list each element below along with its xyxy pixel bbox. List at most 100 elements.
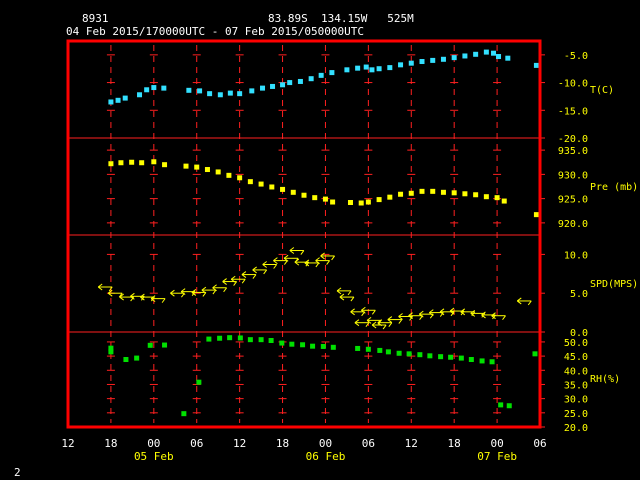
pressure-point: [301, 192, 307, 198]
rh-point: [237, 335, 243, 341]
temperature-point: [387, 65, 393, 71]
pressure-point: [312, 195, 318, 201]
panel-label: SPD(MPS): [590, 279, 638, 290]
rh-point: [330, 344, 336, 350]
x-tick-label: 18: [104, 437, 117, 450]
wind-barb-tail: [398, 319, 403, 324]
temperature-point: [115, 97, 121, 103]
wind-barb-tail: [365, 322, 370, 327]
pressure-point: [129, 159, 135, 165]
x-date-label: 07 Feb: [477, 450, 517, 463]
wind-barb-head: [408, 312, 413, 317]
wind-barb-head: [191, 289, 197, 293]
wind-barb-head: [212, 287, 217, 292]
temperature-point: [318, 72, 324, 78]
wind-barb-tail: [371, 309, 376, 315]
temperature-point: [408, 60, 414, 66]
rh-point: [162, 342, 168, 348]
wind-barb: [339, 293, 355, 302]
x-tick-label: 06: [362, 437, 375, 450]
temperature-point: [419, 59, 425, 65]
y-tick-label: 5.0: [570, 289, 588, 300]
wind-barb-head: [140, 296, 145, 301]
rh-point: [247, 337, 253, 343]
pressure-point: [376, 197, 382, 203]
pressure-point: [440, 189, 446, 195]
wind-barb-head: [273, 257, 278, 262]
rh-point: [417, 352, 423, 358]
rh-point: [498, 402, 504, 408]
wind-barb-head: [252, 266, 257, 271]
wind-barb-head: [315, 257, 320, 262]
wind-barb-tail: [300, 250, 305, 255]
pressure-point: [237, 175, 243, 181]
wind-barb: [289, 247, 305, 255]
time-range: 04 Feb 2015/170000UTC - 07 Feb 2015/0500…: [66, 25, 364, 38]
pressure-point: [398, 191, 404, 197]
pressure-point: [280, 186, 286, 192]
wind-barb-head: [398, 313, 403, 317]
temperature-point: [440, 56, 446, 62]
wind-barb: [398, 313, 413, 321]
wind-barb-head: [222, 281, 227, 285]
wind-barb-head: [387, 316, 393, 320]
temperature-point: [329, 70, 335, 76]
rh-point: [134, 355, 140, 361]
temperature-point: [227, 90, 233, 96]
wind-barb-tail: [502, 315, 506, 321]
wind-barb-head: [262, 264, 267, 268]
grid: [68, 45, 540, 423]
wind-barb-head: [119, 296, 124, 301]
y-tick-label: -15.0: [558, 106, 588, 117]
panel-label: RH(%): [590, 374, 620, 385]
pressure-point: [215, 169, 221, 175]
wind-barb-head: [180, 288, 186, 293]
rh-point: [147, 342, 153, 348]
rh-point: [108, 345, 114, 351]
rh-point: [489, 359, 495, 365]
wind-barb-head: [201, 286, 207, 291]
temperature-point: [287, 80, 293, 86]
wind-barb: [336, 287, 352, 296]
x-tick-label: 00: [147, 437, 160, 450]
pressure-point: [494, 195, 500, 201]
wind-barb-head: [241, 274, 247, 278]
rh-point: [108, 349, 114, 355]
temperature-point: [151, 85, 157, 91]
temperature-point: [369, 67, 375, 73]
rh-point: [289, 341, 295, 347]
wind-barb-head: [320, 252, 325, 257]
wind-barb-tail: [382, 324, 387, 330]
wind-barb-head: [354, 319, 360, 324]
y-tick-label: 930.0: [558, 170, 588, 181]
temperature-point: [186, 87, 192, 93]
pressure-point: [358, 200, 364, 206]
rh-point: [406, 351, 412, 357]
wind-barb-head: [439, 308, 445, 313]
rh-point: [479, 358, 485, 364]
x-tick-label: 12: [61, 437, 74, 450]
rh-point: [365, 346, 371, 352]
wind-barb: [320, 252, 336, 261]
wind-barb-head: [371, 321, 377, 326]
wind-barb-head: [354, 322, 360, 327]
wind-barb-head: [470, 312, 476, 317]
wind-barb-head: [170, 289, 175, 294]
wind-barb-tail: [315, 262, 320, 268]
wind-barb-head: [150, 295, 156, 300]
pressure-point: [108, 161, 114, 167]
temperature-point: [237, 91, 243, 97]
rh-point: [468, 357, 474, 363]
temperature-point: [122, 95, 128, 101]
wind-barb-head: [170, 292, 175, 297]
wind-barb-tail: [252, 274, 257, 279]
wind-barb-head: [294, 258, 300, 263]
rh-point: [196, 379, 202, 385]
panel-label: Pre (mb): [590, 182, 638, 193]
rh-point: [458, 355, 464, 361]
station-location: 83.89S 134.15W 525M: [268, 12, 414, 25]
wind-barb-head: [304, 259, 310, 264]
wind-barb-head: [119, 293, 124, 298]
wind-barb-head: [350, 311, 355, 316]
